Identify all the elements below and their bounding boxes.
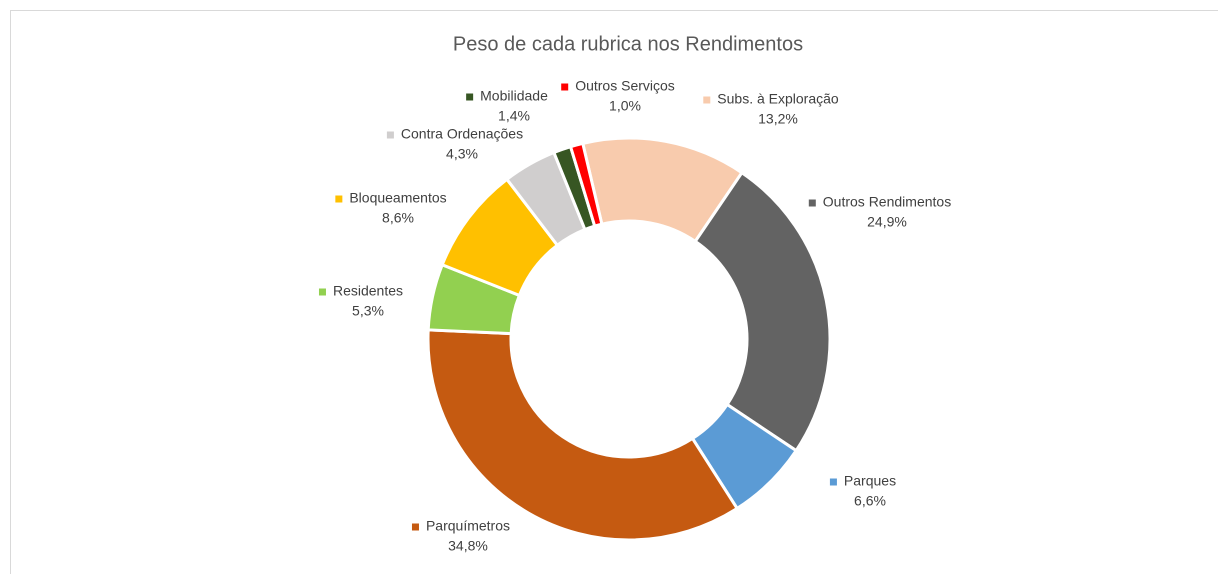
legend-marker (808, 199, 816, 207)
value-label: 4,3% (446, 146, 478, 162)
chart-title: Peso de cada rubrica nos Rendimentos (453, 33, 803, 55)
slice-label: Residentes (333, 283, 403, 299)
slice-label: Outros Rendimentos (823, 194, 951, 210)
value-label: 1,4% (498, 108, 530, 124)
slice-label: Subs. à Exploração (717, 91, 839, 107)
donut-slice (426, 328, 740, 542)
value-label: 8,6% (382, 210, 414, 226)
legend-marker (561, 83, 569, 91)
legend-marker (335, 195, 343, 203)
value-label: 24,9% (867, 214, 907, 230)
value-label: 34,8% (448, 538, 488, 554)
donut-slice (693, 170, 832, 453)
legend-marker (318, 288, 326, 296)
slice-label: Parques (844, 473, 896, 489)
slice-label: Contra Ordenações (401, 126, 523, 142)
legend-marker (466, 93, 474, 101)
legend-marker (703, 96, 711, 104)
slice-label: Outros Serviços (575, 78, 675, 94)
slice-label: Parquímetros (426, 518, 510, 534)
slice-label: Mobilidade (480, 88, 548, 104)
slice-label: Bloqueamentos (349, 190, 446, 206)
value-label: 5,3% (352, 303, 384, 319)
value-label: 6,6% (854, 493, 886, 509)
donut-slice (568, 141, 604, 228)
value-label: 13,2% (758, 111, 798, 127)
legend-marker (386, 131, 394, 139)
legend-marker (411, 523, 419, 531)
value-label: 1,0% (609, 98, 641, 114)
legend-marker (829, 478, 837, 486)
